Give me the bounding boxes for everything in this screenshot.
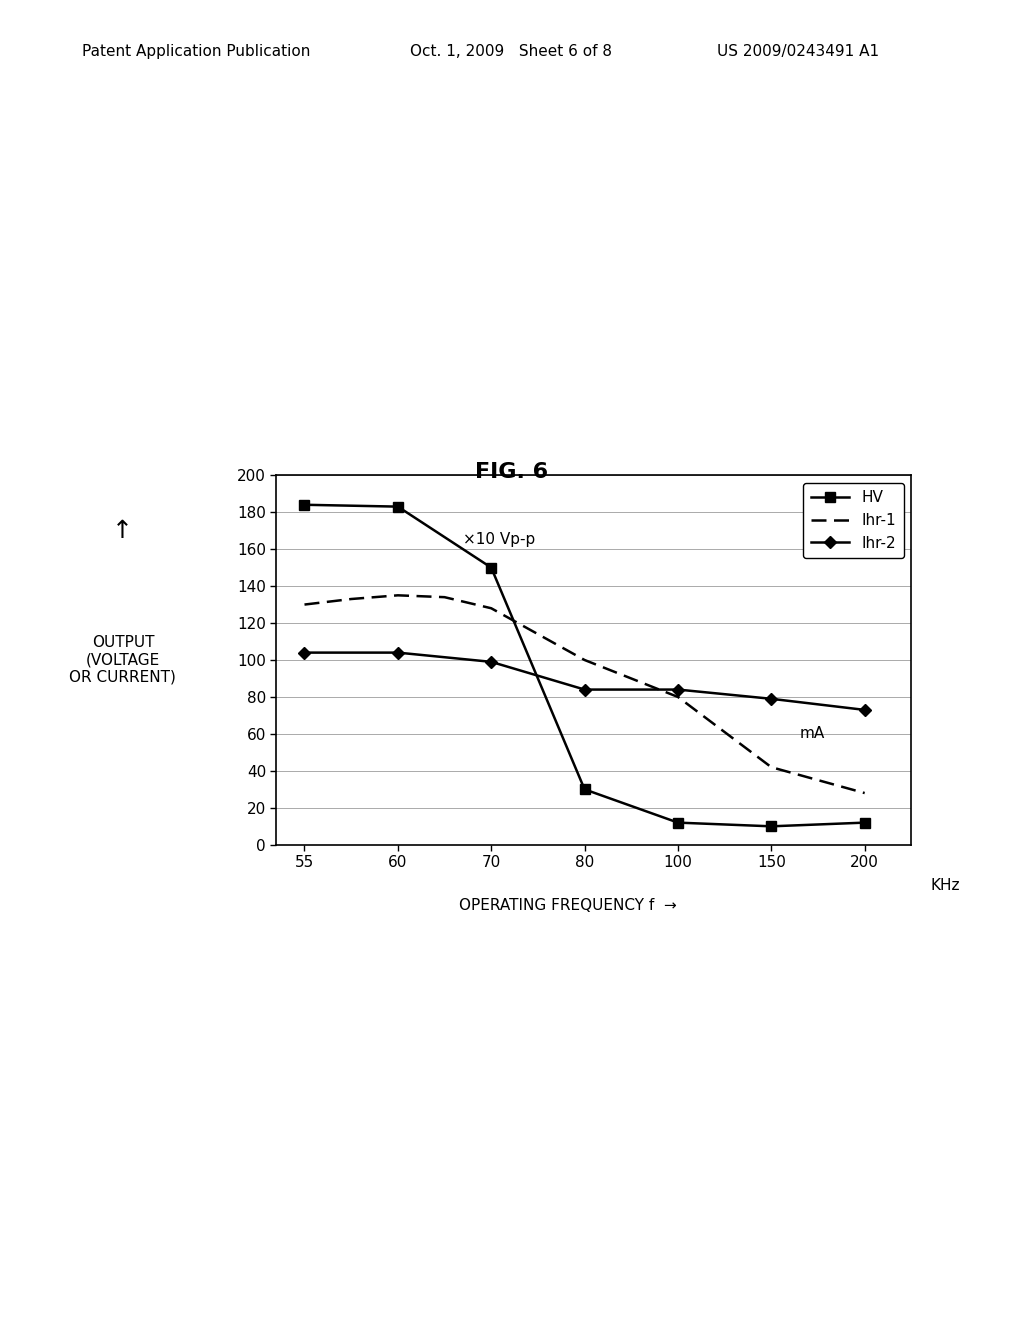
Text: KHz: KHz: [930, 878, 959, 892]
Text: Oct. 1, 2009   Sheet 6 of 8: Oct. 1, 2009 Sheet 6 of 8: [410, 44, 611, 58]
Ihr-2: [858, 702, 870, 718]
Ihr-2: [765, 690, 777, 706]
Line: Ihr-1: Ihr-1: [304, 595, 864, 793]
HV: [765, 818, 777, 834]
HV: [858, 814, 870, 830]
Ihr-1: [345, 591, 357, 607]
Ihr-1: [485, 601, 498, 616]
Text: US 2009/0243491 A1: US 2009/0243491 A1: [717, 44, 879, 58]
Ihr-1: [298, 597, 310, 612]
Ihr-1: [765, 759, 777, 775]
Ihr-1: [392, 587, 404, 603]
Text: FIG. 6: FIG. 6: [475, 462, 549, 482]
Text: mA: mA: [800, 726, 824, 742]
Line: HV: HV: [300, 500, 869, 832]
HV: [579, 781, 591, 797]
Text: OUTPUT
(VOLTAGE
OR CURRENT): OUTPUT (VOLTAGE OR CURRENT): [70, 635, 176, 685]
Ihr-1: [579, 652, 591, 668]
Text: ↑: ↑: [113, 519, 133, 543]
Ihr-2: [579, 681, 591, 697]
Text: OPERATING FREQUENCY f  →: OPERATING FREQUENCY f →: [460, 898, 677, 912]
Text: Patent Application Publication: Patent Application Publication: [82, 44, 310, 58]
HV: [298, 496, 310, 512]
Ihr-2: [392, 644, 404, 660]
HV: [392, 499, 404, 515]
Ihr-1: [672, 689, 684, 705]
Ihr-1: [438, 589, 451, 605]
Ihr-1: [858, 785, 870, 801]
Legend: HV, Ihr-1, Ihr-2: HV, Ihr-1, Ihr-2: [804, 483, 904, 558]
Text: ×10 Vp-p: ×10 Vp-p: [463, 532, 536, 548]
HV: [485, 560, 498, 576]
Ihr-2: [298, 644, 310, 660]
Ihr-2: [672, 681, 684, 697]
HV: [672, 814, 684, 830]
Ihr-2: [485, 653, 498, 669]
Line: Ihr-2: Ihr-2: [300, 648, 868, 714]
